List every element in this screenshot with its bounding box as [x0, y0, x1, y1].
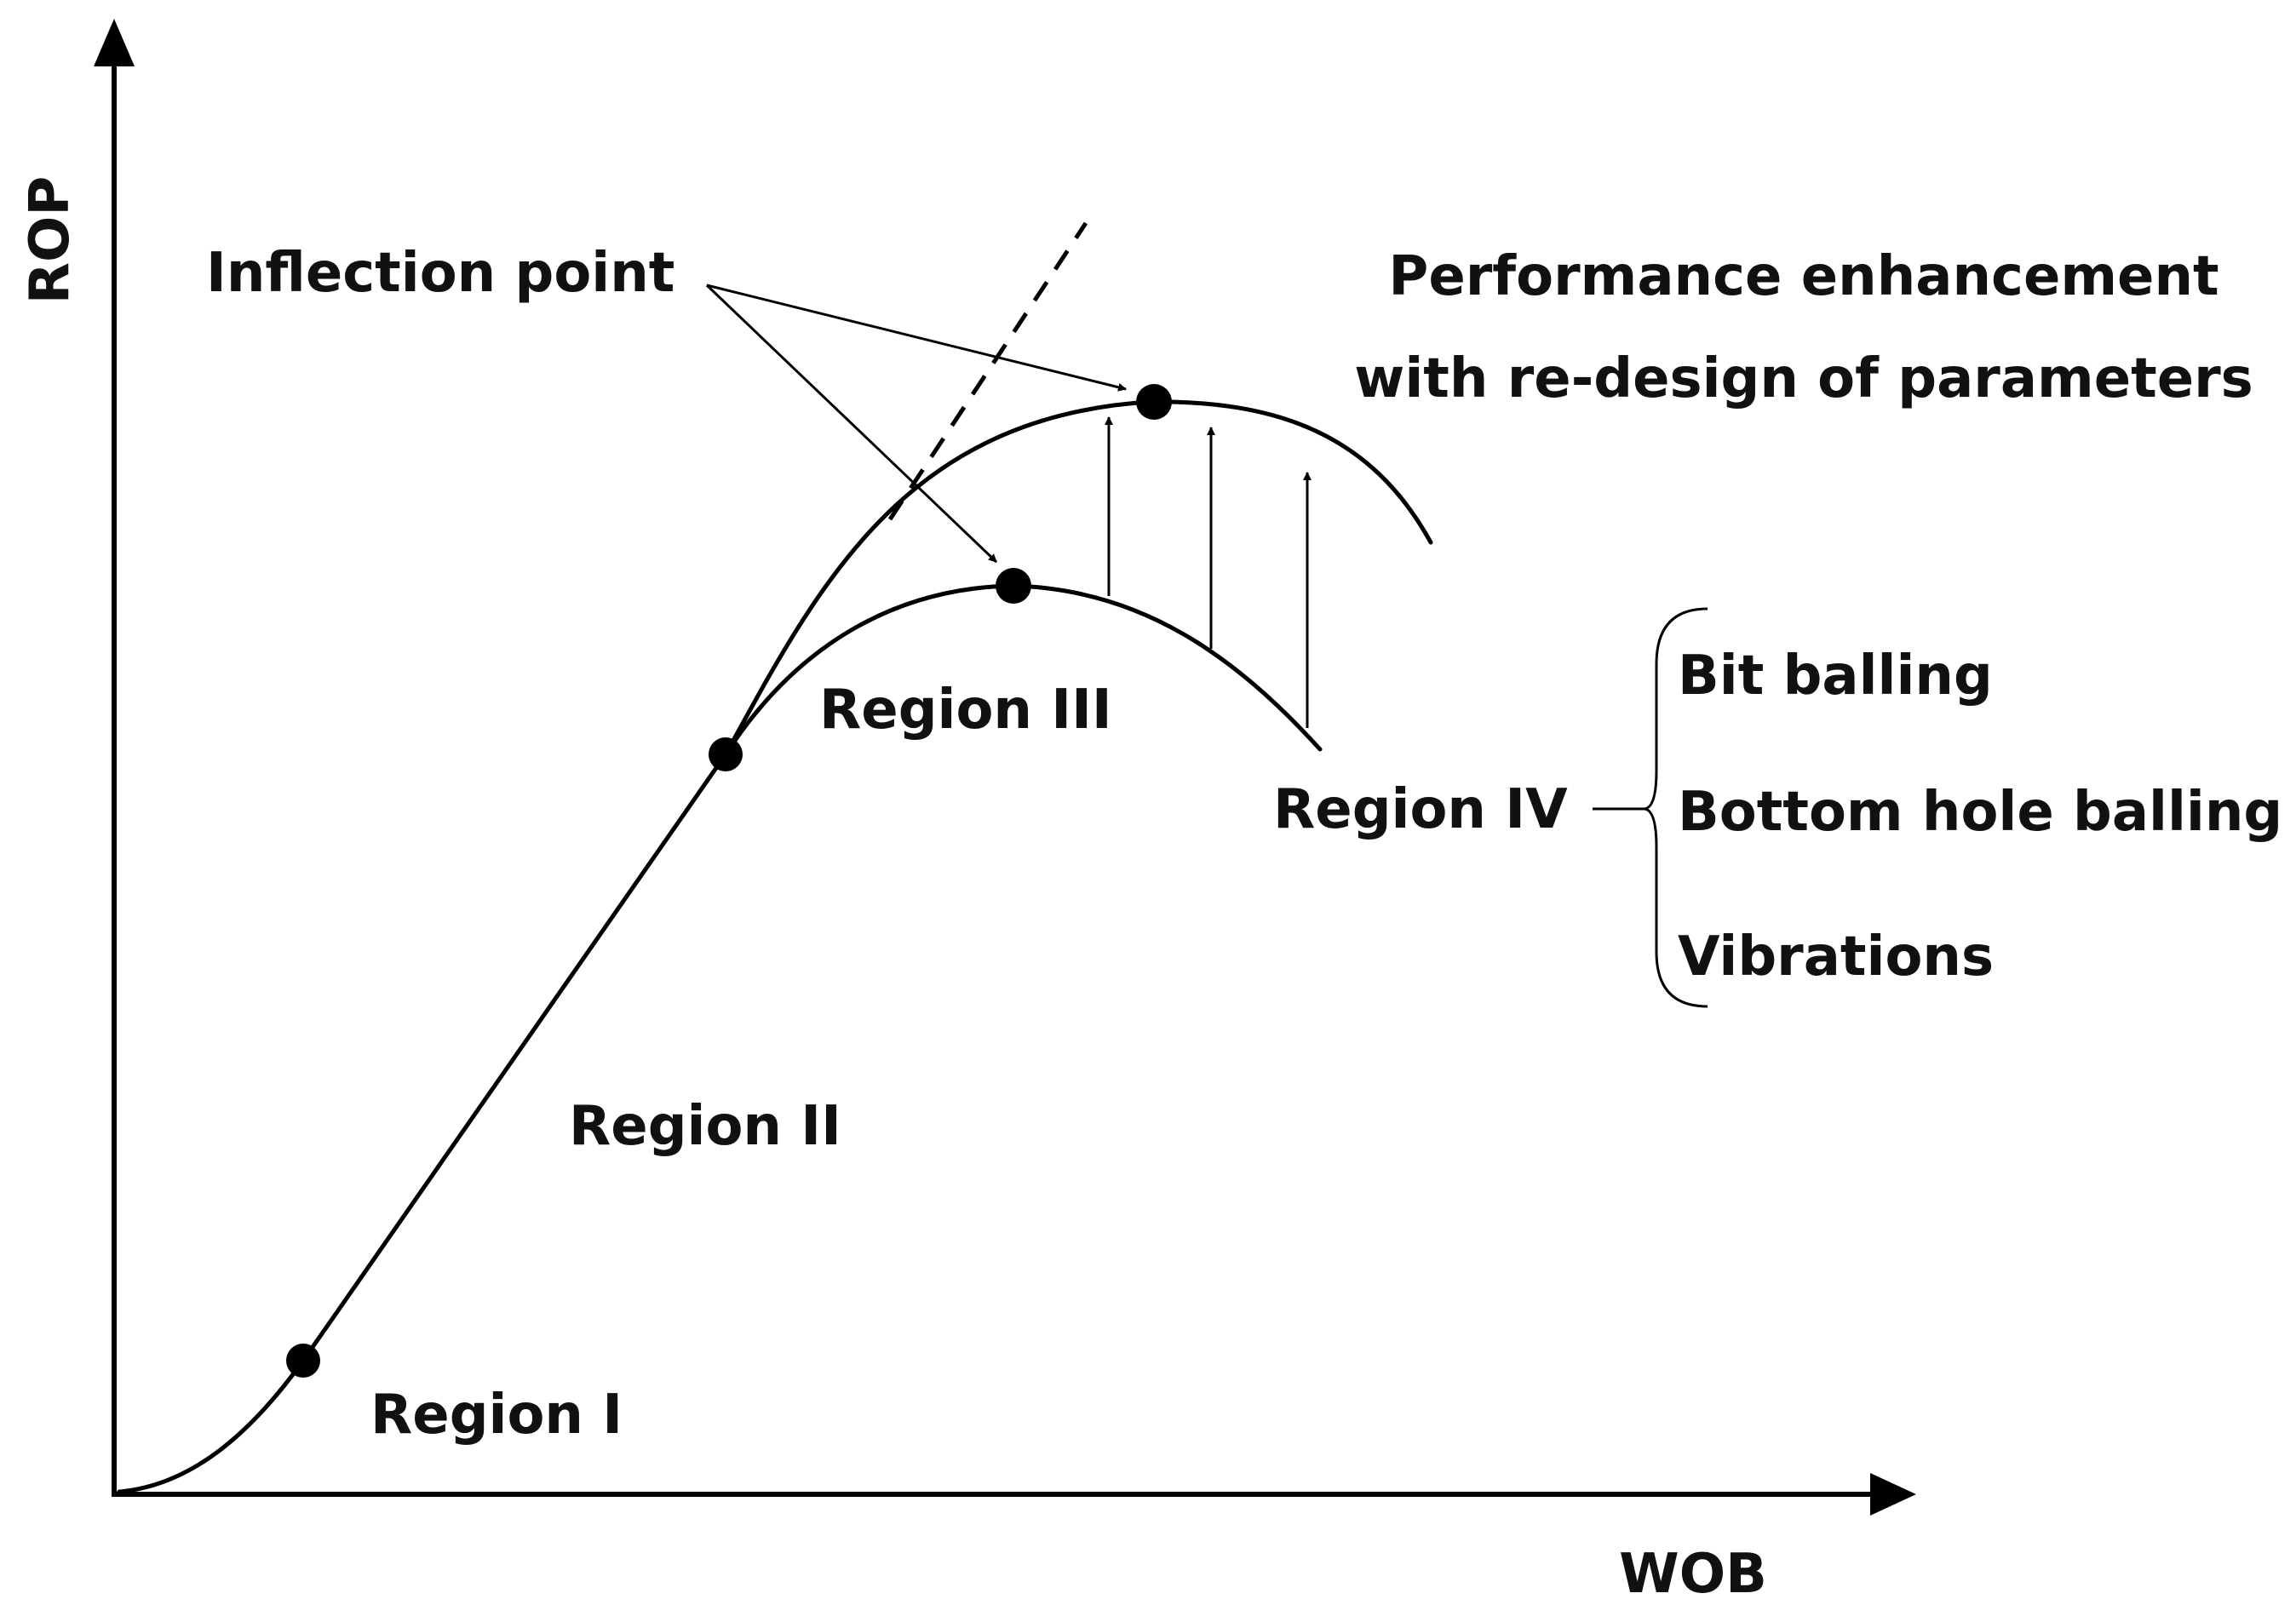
inflection-arrow-base	[705, 284, 998, 564]
cause-bottom-hole-balling: Bottom hole balling	[1678, 781, 2282, 844]
x-axis-arrowhead	[1870, 1473, 1916, 1516]
y-axis-label: ROP	[19, 176, 82, 305]
inflection-point-enhanced	[1136, 384, 1172, 420]
enhanced-rop-curve	[723, 399, 1433, 757]
region-iii-label: Region III	[819, 679, 1112, 742]
tangent-dashed-line	[887, 221, 1088, 521]
cause-bit-balling: Bit balling	[1678, 645, 1993, 708]
region-i-label: Region I	[370, 1384, 623, 1447]
causes-brace	[1643, 607, 1708, 1008]
y-axis-arrowhead	[94, 19, 135, 66]
cause-vibrations: Vibrations	[1678, 926, 1994, 989]
region-ii-label: Region II	[569, 1095, 841, 1158]
region-iv-label: Region IV	[1273, 778, 1568, 841]
inflection-arrow-enhanced	[706, 284, 1127, 392]
inflection-point-base	[996, 568, 1031, 604]
base-rop-curve	[117, 583, 1323, 1494]
x-axis-label: WOB	[1619, 1543, 1767, 1606]
inflection-point-label: Inflection point	[206, 242, 674, 305]
point-region-ii-iii	[709, 737, 743, 771]
performance-label-line1: Performance enhancement	[1388, 245, 2219, 308]
point-region-i-ii	[286, 1344, 320, 1378]
performance-label-line2: with re-design of parameters	[1354, 347, 2253, 410]
